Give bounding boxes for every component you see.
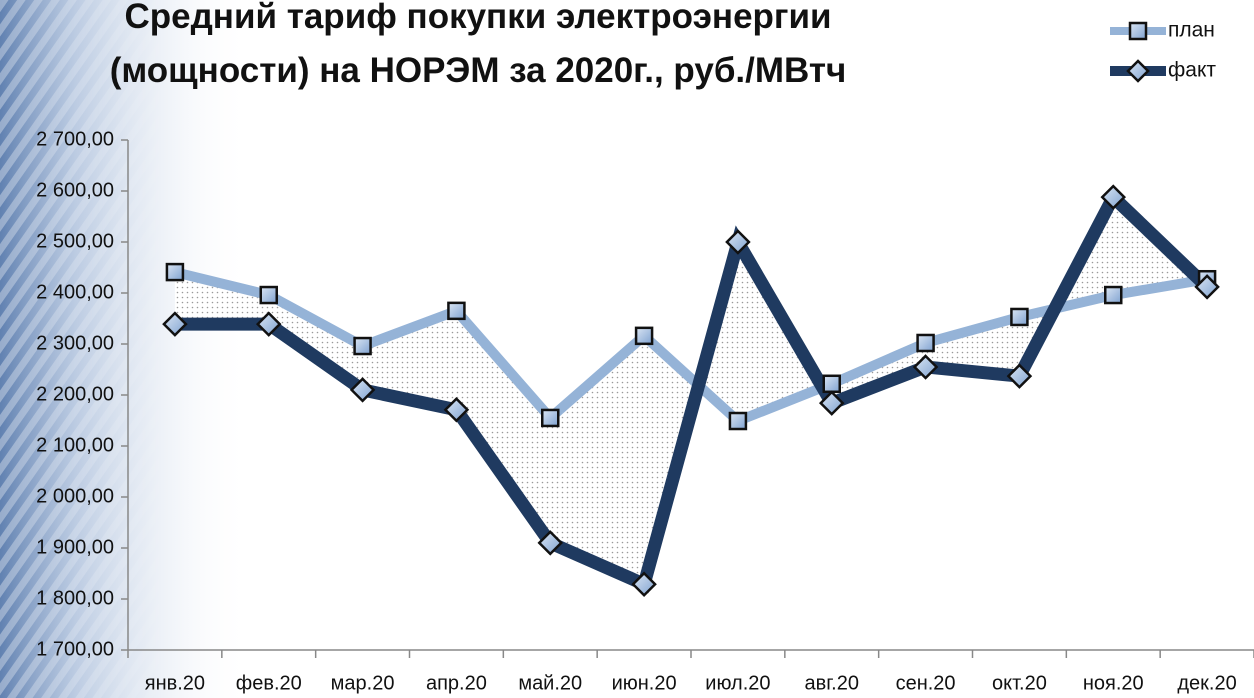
marker bbox=[353, 336, 372, 356]
x-tick-label: мар.20 bbox=[331, 672, 395, 694]
x-tick-label: янв.20 bbox=[145, 672, 205, 694]
legend-label: факт bbox=[1168, 59, 1216, 82]
marker bbox=[1104, 285, 1123, 305]
marker bbox=[541, 408, 560, 428]
marker bbox=[1100, 184, 1127, 210]
legend-label: план bbox=[1168, 19, 1215, 42]
x-tick-label: май.20 bbox=[518, 672, 582, 694]
chart-title: (мощности) на НОРЭМ за 2020г., руб./МВтч bbox=[110, 51, 847, 90]
x-tick-label: дек.20 bbox=[1177, 672, 1236, 694]
marker bbox=[634, 326, 654, 346]
marker bbox=[447, 301, 466, 321]
marker bbox=[728, 411, 748, 431]
marker bbox=[818, 390, 845, 416]
y-tick-label: 1 800,00 bbox=[36, 587, 114, 609]
x-tick-label: сен.20 bbox=[896, 672, 956, 694]
y-tick-label: 2 100,00 bbox=[36, 434, 114, 456]
y-tick-label: 1 700,00 bbox=[36, 638, 114, 660]
series-line bbox=[173, 267, 1208, 427]
legend-marker bbox=[1128, 21, 1148, 41]
marker bbox=[631, 571, 657, 597]
y-tick-label: 2 000,00 bbox=[36, 485, 114, 507]
y-tick-label: 2 700,00 bbox=[36, 128, 114, 150]
marker bbox=[912, 354, 939, 380]
series-line bbox=[174, 186, 1212, 594]
marker bbox=[443, 397, 470, 423]
x-tick-label: июл.20 bbox=[705, 672, 770, 694]
x-tick-label: апр.20 bbox=[426, 672, 487, 694]
x-tick-label: июн.20 bbox=[612, 672, 677, 694]
y-tick-label: 2 200,00 bbox=[36, 383, 114, 405]
marker bbox=[259, 285, 278, 305]
marker bbox=[537, 530, 564, 556]
x-tick-label: авг.20 bbox=[805, 672, 859, 694]
x-tick-label: ноя.20 bbox=[1083, 672, 1144, 694]
x-tick-label: окт.20 bbox=[992, 672, 1047, 694]
x-tick-label: фев.20 bbox=[236, 672, 302, 694]
marker bbox=[1006, 363, 1033, 389]
marker bbox=[1194, 274, 1220, 300]
marker bbox=[725, 229, 751, 255]
marker bbox=[255, 311, 282, 337]
marker bbox=[165, 262, 185, 282]
y-tick-label: 1 900,00 bbox=[36, 536, 114, 558]
y-tick-label: 2 400,00 bbox=[36, 281, 114, 303]
y-tick-label: 2 500,00 bbox=[36, 230, 114, 252]
marker bbox=[1010, 307, 1029, 327]
y-tick-label: 2 300,00 bbox=[36, 332, 114, 354]
chart-title: Средний тариф покупки электроэнергии bbox=[124, 0, 831, 36]
marker bbox=[916, 333, 935, 353]
legend-marker bbox=[1126, 59, 1150, 83]
marker bbox=[349, 377, 376, 403]
marker bbox=[162, 311, 188, 337]
y-tick-label: 2 600,00 bbox=[36, 179, 114, 201]
marker bbox=[822, 374, 841, 394]
